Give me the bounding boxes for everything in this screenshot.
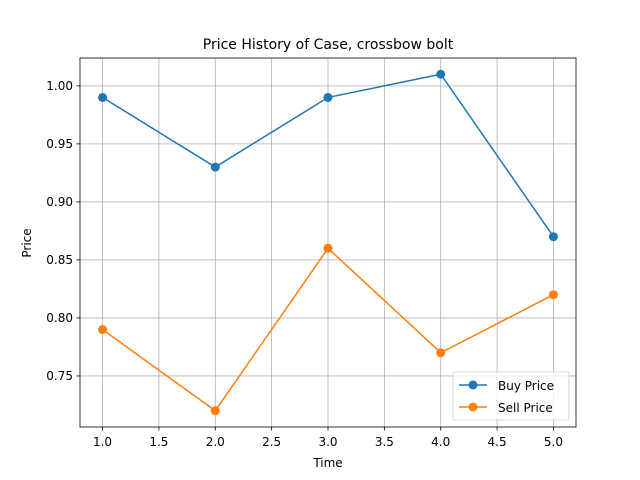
data-point-buy-price (323, 92, 333, 102)
data-point-sell-price (436, 348, 446, 358)
y-tick-label: 1.00 (46, 79, 73, 93)
x-tick-label: 3.5 (375, 435, 394, 449)
x-axis-ticks: 1.0 1.5 2.0 2.5 3.0 3.5 4.0 4.5 5.0 (93, 427, 563, 449)
data-point-sell-price (548, 290, 558, 300)
series-layer (98, 69, 558, 416)
y-axis-label: Price (20, 228, 34, 257)
series-sell-price (98, 243, 558, 416)
y-tick-label: 0.75 (46, 369, 73, 383)
y-tick-label: 0.90 (46, 195, 73, 209)
x-tick-label: 3.0 (318, 435, 337, 449)
x-tick-label: 4.0 (431, 435, 450, 449)
data-point-buy-price (436, 69, 446, 79)
x-tick-label: 5.0 (544, 435, 563, 449)
data-point-sell-price (210, 406, 220, 416)
chart-title: Price History of Case, crossbow bolt (203, 37, 454, 53)
x-gridlines (102, 58, 554, 427)
x-tick-label: 2.0 (206, 435, 225, 449)
y-tick-label: 0.80 (46, 311, 73, 325)
legend-box (452, 371, 570, 421)
y-tick-label: 0.95 (46, 137, 73, 151)
y-axis-ticks: 0.75 0.80 0.85 0.90 0.95 1.00 (46, 79, 80, 383)
y-tick-label: 0.85 (46, 253, 73, 267)
series-buy-price (98, 69, 558, 242)
data-point-buy-price (210, 162, 220, 172)
legend: Buy Price Sell Price (452, 371, 570, 421)
x-axis-label: Time (312, 456, 342, 470)
data-point-buy-price (548, 232, 558, 242)
x-tick-label: 4.5 (488, 435, 507, 449)
x-tick-label: 2.5 (262, 435, 281, 449)
data-point-sell-price (323, 243, 333, 253)
x-tick-label: 1.0 (93, 435, 112, 449)
data-point-buy-price (98, 92, 108, 102)
data-point-sell-price (98, 325, 108, 335)
legend-marker-buy-price (468, 380, 478, 390)
legend-marker-sell-price (468, 402, 478, 412)
legend-label-buy-price: Buy Price (498, 379, 554, 393)
legend-label-sell-price: Sell Price (498, 401, 553, 415)
x-tick-label: 1.5 (149, 435, 168, 449)
y-gridlines (80, 85, 576, 377)
